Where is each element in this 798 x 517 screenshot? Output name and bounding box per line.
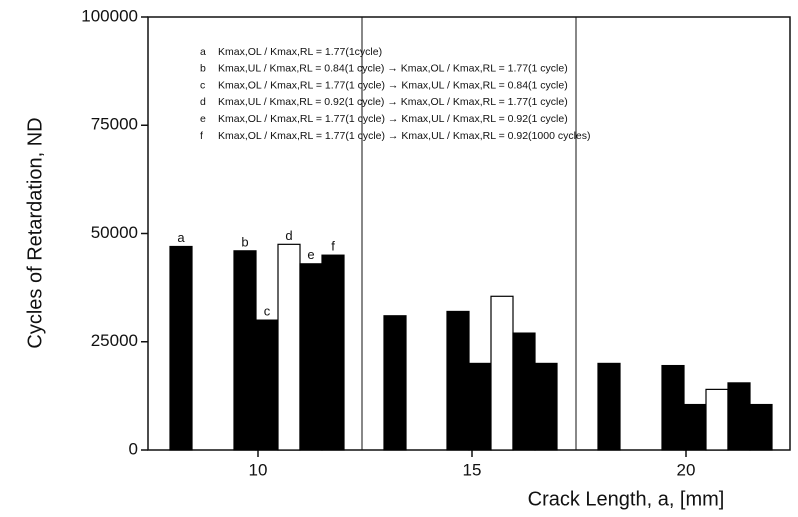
bar xyxy=(321,254,345,451)
y-tick-label: 0 xyxy=(129,439,138,458)
legend-text: Kmax,UL / Kmax,RL = 0.84(1 cycle) → Kmax… xyxy=(218,63,568,75)
bar-letter: c xyxy=(264,304,271,319)
bar xyxy=(512,332,536,451)
bar xyxy=(749,403,773,451)
y-tick-label: 25000 xyxy=(91,331,138,350)
y-tick-label: 100000 xyxy=(81,6,138,25)
legend-key: f xyxy=(200,130,203,142)
bar xyxy=(727,382,751,451)
y-tick-label: 50000 xyxy=(91,223,138,242)
legend-text: Kmax,OL / Kmax,RL = 1.77(1 cycle) → Kmax… xyxy=(218,79,568,91)
legend-text: Kmax,UL / Kmax,RL = 0.92(1 cycle) → Kmax… xyxy=(218,96,568,108)
legend-key: c xyxy=(200,79,205,91)
y-tick-label: 75000 xyxy=(91,115,138,134)
bar xyxy=(255,319,279,451)
bar-letter: d xyxy=(285,228,292,243)
bar-letter: a xyxy=(177,230,185,245)
bar xyxy=(683,403,707,451)
bar-letter: b xyxy=(241,234,248,249)
bar-letter: e xyxy=(307,247,314,262)
bar-letter: f xyxy=(331,239,335,254)
legend-key: a xyxy=(200,46,206,58)
legend-text: Kmax,OL / Kmax,RL = 1.77(1cycle) xyxy=(218,46,382,58)
x-tick-label: 20 xyxy=(677,460,696,479)
legend-key: d xyxy=(200,96,206,108)
bar xyxy=(277,243,301,451)
bar xyxy=(383,315,407,451)
legend-key: b xyxy=(200,63,206,75)
bar xyxy=(446,310,470,451)
bar xyxy=(534,362,558,451)
bar xyxy=(705,388,729,451)
y-axis-title: Cycles of Retardation, ND xyxy=(24,117,46,348)
x-axis-title: Crack Length, a, [mm] xyxy=(528,488,725,510)
x-tick-label: 10 xyxy=(249,460,268,479)
x-tick-label: 15 xyxy=(463,460,482,479)
bar xyxy=(597,362,621,451)
bar xyxy=(233,250,257,451)
legend-text: Kmax,OL / Kmax,RL = 1.77(1 cycle) → Kmax… xyxy=(218,130,591,142)
legend-key: e xyxy=(200,113,206,125)
bar xyxy=(490,295,514,451)
bar xyxy=(299,263,323,451)
bar xyxy=(661,364,685,451)
bar xyxy=(169,245,193,451)
bar xyxy=(468,362,492,451)
legend-text: Kmax,OL / Kmax,RL = 1.77(1 cycle) → Kmax… xyxy=(218,113,568,125)
